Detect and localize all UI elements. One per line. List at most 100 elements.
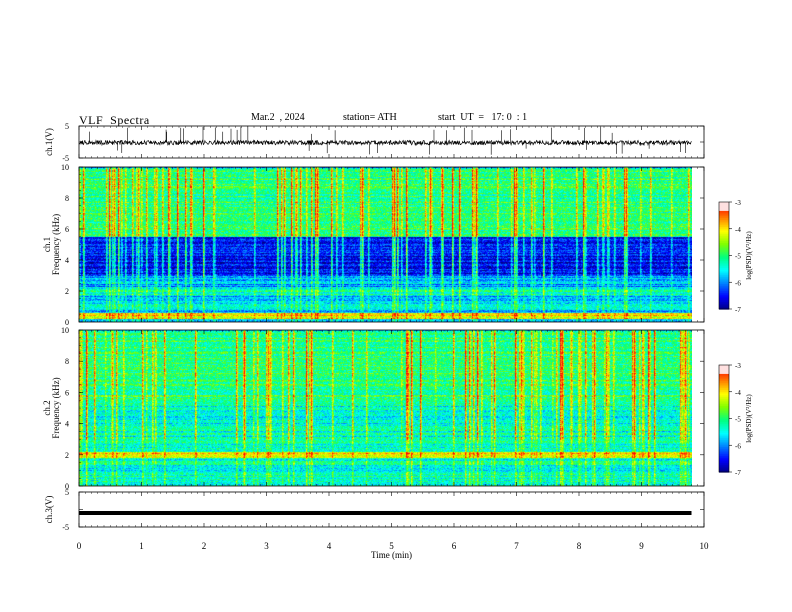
colorbar-segment (719, 207, 729, 210)
colorbar-segment (719, 226, 729, 230)
colorbar-segment (719, 202, 729, 205)
ch2-spectrogram-image (79, 330, 692, 486)
x-tick-label: 9 (639, 541, 644, 551)
ch1-waveform-line (78, 139, 692, 147)
ch1-ytick-label: 2 (65, 287, 69, 296)
colorbar-segment (719, 452, 729, 455)
colorbar-segment (719, 457, 729, 461)
colorbar-segment (719, 429, 729, 432)
ch3-waveform-frame (78, 491, 705, 528)
ch1-ytick: -5 (62, 154, 69, 163)
colorbar-segment (719, 370, 729, 373)
colorbar-segment (719, 289, 729, 292)
colorbar-segment (719, 205, 729, 208)
colorbar-segment (719, 264, 729, 267)
colorbar-segment (719, 375, 729, 379)
colorbar-segment (719, 214, 729, 217)
colorbar-segment (719, 463, 729, 466)
colorbar-segment (719, 411, 729, 414)
colorbar-segment (719, 368, 729, 371)
colorbar-segment (719, 438, 729, 441)
colorbar-segment (719, 212, 729, 216)
colorbar-segment (719, 459, 729, 462)
colorbar-tick-label: -4 (735, 389, 741, 397)
colorbar-segment (719, 260, 729, 264)
x-tick-label: 8 (577, 541, 582, 551)
colorbar-segment (719, 221, 729, 224)
colorbar-segment (719, 239, 729, 242)
colorbar-segment (719, 381, 729, 384)
colorbar-segment (719, 423, 729, 427)
colorbar-segment (719, 298, 729, 301)
colorbar-segment (719, 230, 729, 233)
ch2-colorbar (719, 365, 729, 473)
colorbar-segment (719, 237, 729, 241)
colorbar-segment (719, 296, 729, 299)
colorbar-segment (719, 384, 729, 387)
colorbar-segment (719, 282, 729, 285)
colorbar-tick-label: -6 (735, 442, 741, 450)
colorbar-segment (719, 218, 729, 221)
colorbar-segment (719, 454, 729, 457)
ch1-ytick: 5 (65, 122, 69, 131)
ch1-colorbar-label: log(PSD)(V²/Hz) (745, 231, 753, 280)
colorbar-segment (719, 418, 729, 421)
x-tick-label: 5 (389, 541, 394, 551)
x-tick-label: 3 (264, 541, 269, 551)
colorbar-segment (719, 303, 729, 307)
colorbar-segment (719, 259, 729, 262)
colorbar-segment (719, 301, 729, 305)
colorbar-segment (719, 398, 729, 402)
colorbar-segment (719, 294, 729, 298)
ch2-ytick-label: 8 (65, 357, 69, 366)
colorbar-segment (719, 427, 729, 430)
colorbar-segment (719, 223, 729, 226)
colorbar-segment (719, 389, 729, 393)
colorbar-segment (719, 305, 729, 308)
colorbar-segment (719, 447, 729, 450)
ch1-ytick-label: 4 (65, 256, 69, 265)
ch2-colorbar-label: log(PSD)(V²/Hz) (745, 394, 753, 443)
colorbar-segment (719, 291, 729, 294)
colorbar-segment (719, 307, 729, 310)
ch1-ytick-label: 0 (65, 318, 69, 327)
colorbar-segment (719, 461, 729, 464)
colorbar-segment (719, 276, 729, 280)
ch1-spectrogram-image (79, 167, 692, 322)
x-tick-label: 1 (139, 541, 144, 551)
colorbar-segment (719, 464, 729, 468)
ch3-ylabel: ch.3(V) (44, 496, 54, 524)
colorbar-segment (719, 246, 729, 249)
colorbar-segment (719, 243, 729, 246)
colorbar-segment (719, 266, 729, 269)
colorbar-segment (719, 241, 729, 244)
colorbar-segment (719, 409, 729, 412)
colorbar-segment (719, 203, 729, 207)
colorbar-segment (719, 248, 729, 251)
colorbar-segment (719, 228, 729, 232)
colorbar-segment (719, 300, 729, 303)
figure-title: VLF Spectra (79, 113, 150, 127)
ch3-ytick: -5 (62, 523, 69, 532)
colorbar-segment (719, 425, 729, 429)
colorbar-segment (719, 275, 729, 278)
colorbar-segment (719, 271, 729, 274)
colorbar-segment (719, 443, 729, 446)
colorbar-segment (719, 430, 729, 434)
colorbar-segment (719, 406, 729, 409)
colorbar-segment (719, 400, 729, 404)
colorbar-segment (719, 285, 729, 289)
colorbar-segment (719, 455, 729, 459)
colorbar-segment (719, 382, 729, 386)
ch1-ytick-label: 6 (65, 225, 69, 234)
colorbar-segment (719, 225, 729, 228)
ch2-ytick-label: 10 (61, 326, 69, 335)
x-tick-label: 4 (327, 541, 332, 551)
colorbar-tick-label: -7 (735, 469, 741, 477)
colorbar-segment (719, 273, 729, 276)
colorbar-segment (719, 404, 729, 407)
colorbar-segment (719, 267, 729, 271)
colorbar-segment (719, 393, 729, 396)
